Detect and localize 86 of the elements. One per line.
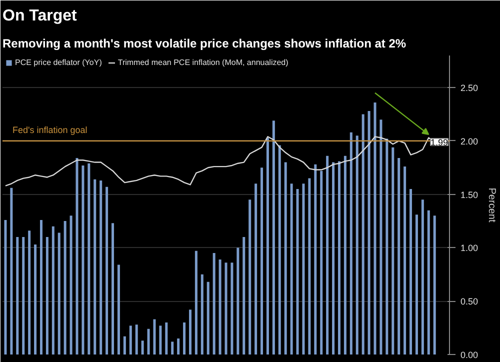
bar <box>52 226 54 354</box>
bar <box>70 216 72 354</box>
bar <box>200 274 204 354</box>
bar <box>117 264 120 354</box>
bar <box>392 147 394 354</box>
bar <box>153 319 156 354</box>
bar <box>112 223 114 354</box>
bar <box>380 120 382 354</box>
bar <box>188 310 192 354</box>
bar <box>242 237 246 354</box>
bar <box>22 237 25 354</box>
legend-label: PCE price deflator (YoY) <box>15 58 102 67</box>
bar <box>177 338 180 354</box>
ref-line-label: Fed's inflation goal <box>12 124 88 135</box>
bar <box>421 200 424 354</box>
bar <box>427 210 430 354</box>
bar <box>314 164 317 354</box>
bar <box>94 179 96 354</box>
bar <box>100 180 102 354</box>
bar <box>230 262 234 354</box>
bar <box>284 162 287 354</box>
bar <box>344 156 346 354</box>
bar <box>141 340 144 354</box>
bar <box>415 214 418 354</box>
bar <box>34 244 37 354</box>
chart-subtitle: Removing a month's most volatile price changes shows inflation at 2% <box>2 36 406 50</box>
y-tick-label: 1.50 <box>460 190 478 200</box>
bar <box>290 184 293 354</box>
bar <box>350 132 352 354</box>
bar <box>129 326 132 354</box>
bar <box>123 336 126 354</box>
y-tick-label: 1.00 <box>460 243 478 254</box>
bar <box>4 220 7 354</box>
y-axis-title: Percent <box>486 188 498 222</box>
y-tick-label: 2.00 <box>460 136 478 146</box>
bar <box>433 216 436 354</box>
bar <box>10 188 13 354</box>
bar <box>326 156 329 354</box>
bar <box>82 165 84 354</box>
bar <box>368 111 370 354</box>
bar <box>332 162 335 354</box>
bar <box>135 324 138 354</box>
bar <box>159 326 162 354</box>
bar <box>386 138 388 354</box>
bar <box>272 120 275 354</box>
bar <box>398 158 400 354</box>
y-tick-label: 2.50 <box>460 83 478 94</box>
bar <box>266 138 269 354</box>
bar <box>58 232 60 354</box>
bar <box>171 342 174 354</box>
bar <box>183 322 186 354</box>
bar <box>362 114 364 354</box>
bar <box>302 184 305 354</box>
bar <box>410 188 412 354</box>
bar <box>218 259 222 354</box>
bar <box>194 250 198 354</box>
legend-label: Trimmed mean PCE inflation (MoM, annualized) <box>118 58 288 67</box>
bar <box>248 200 252 354</box>
bar <box>260 168 264 354</box>
bar <box>46 237 48 354</box>
bar <box>278 145 281 354</box>
bar <box>374 102 376 354</box>
bar <box>28 230 31 354</box>
chart-title: On Target <box>2 8 78 24</box>
y-tick-label: 0.00 <box>460 350 478 360</box>
bar <box>147 328 150 354</box>
y-tick-label: 0.50 <box>460 296 478 307</box>
annotation: 1.99 <box>430 137 448 148</box>
bar <box>224 262 228 354</box>
bar <box>106 186 108 354</box>
bar <box>236 248 240 354</box>
bar <box>356 136 358 354</box>
bar <box>404 166 406 354</box>
bar <box>338 161 340 354</box>
bar <box>16 237 19 354</box>
bar <box>296 188 299 354</box>
bar <box>254 184 258 354</box>
bar <box>206 282 210 354</box>
bar <box>64 221 66 354</box>
bar <box>40 220 42 354</box>
bar <box>212 253 216 354</box>
bar <box>76 158 78 354</box>
bar <box>308 178 311 354</box>
bar <box>88 163 90 354</box>
bar <box>165 322 168 354</box>
bar <box>320 170 323 354</box>
